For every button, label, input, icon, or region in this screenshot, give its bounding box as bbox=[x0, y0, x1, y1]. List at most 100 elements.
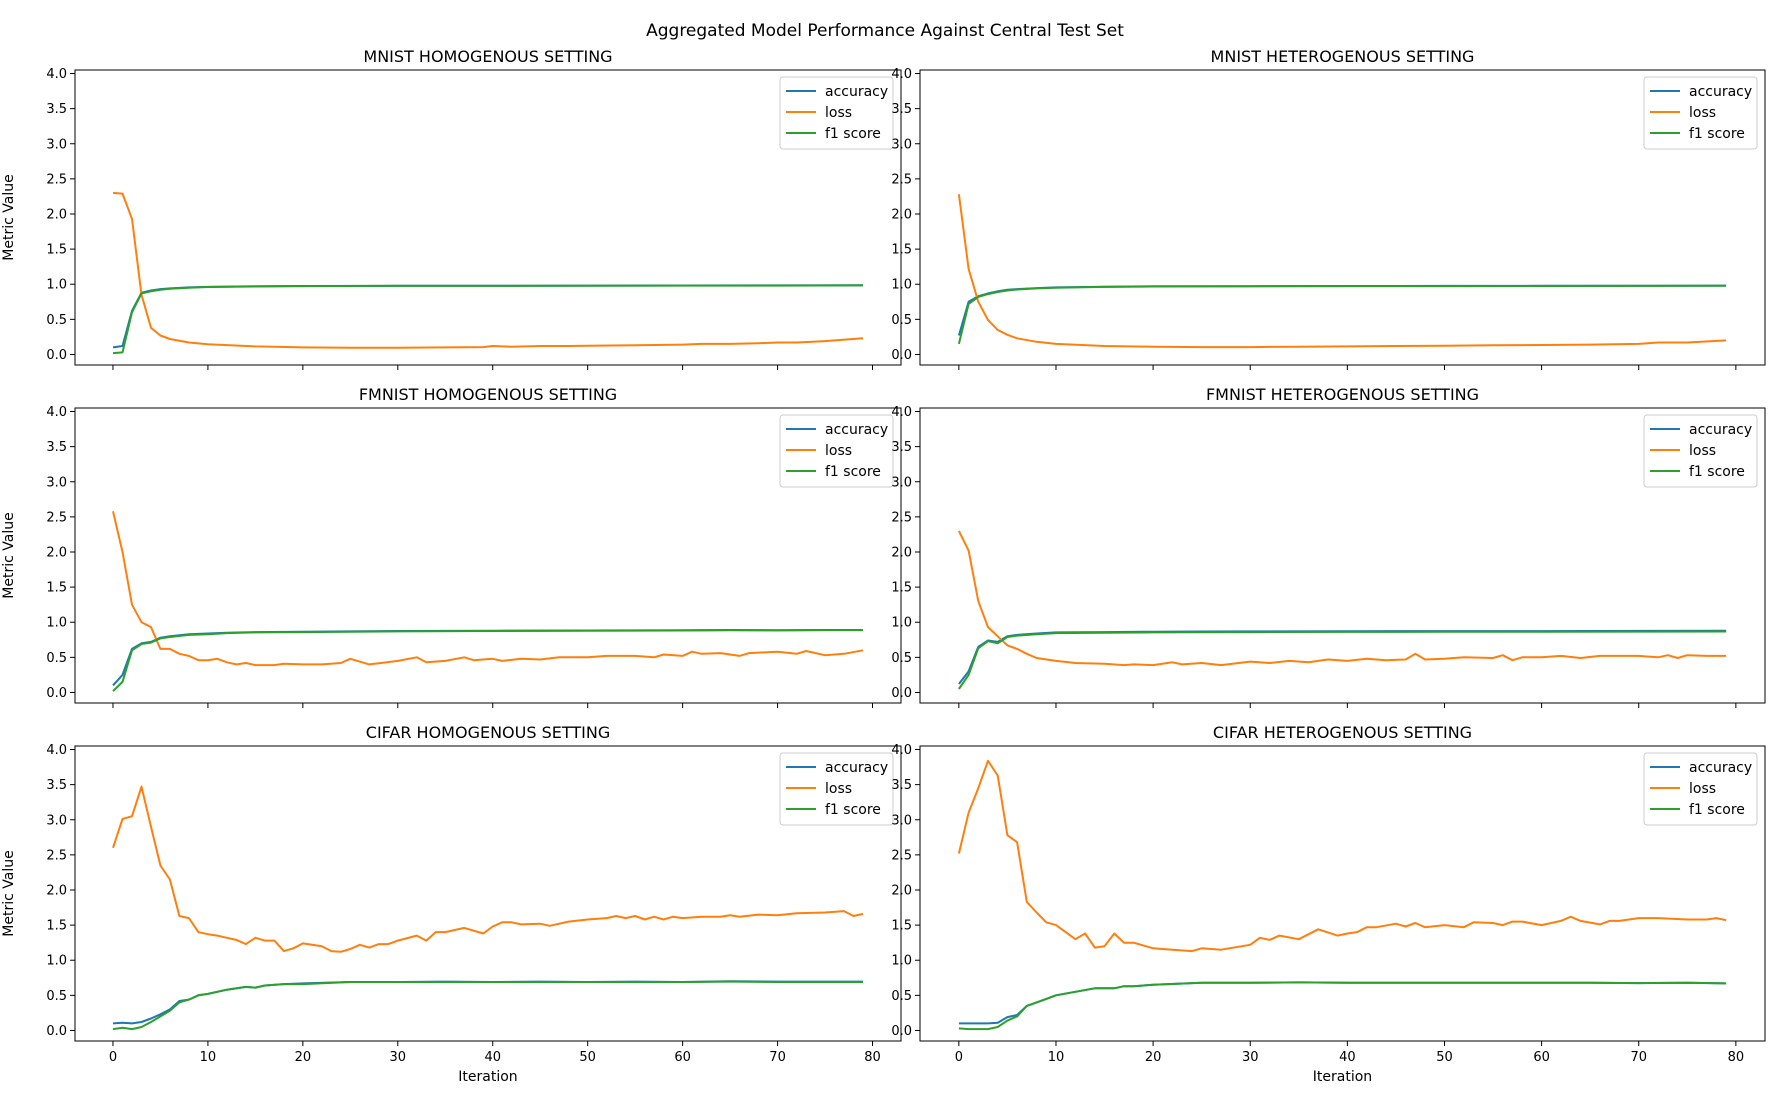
y-tick-label: 4.0 bbox=[891, 67, 912, 82]
y-tick-label: 3.0 bbox=[46, 137, 67, 152]
subplot-title: CIFAR HOMOGENOUS SETTING bbox=[366, 723, 610, 742]
subplot-grid: MNIST HOMOGENOUS SETTING 0.0 0.5 1.0 1.5 2.0 2… bbox=[1, 47, 1766, 1085]
axes-frame bbox=[919, 69, 1766, 366]
legend-entry: f1 score bbox=[1689, 464, 1745, 480]
series-line-f1-score bbox=[112, 980, 863, 1031]
y-axis-label: Metric Value bbox=[1, 512, 17, 598]
y-tick-label: 4.0 bbox=[46, 67, 67, 82]
subplot-6: CIFAR HETEROGENOUS SETTING 0.0 0.5 1.0 1.5 2.… bbox=[891, 723, 1766, 1085]
x-tick-label: 80 bbox=[864, 1050, 881, 1065]
y-tick-label: 3.0 bbox=[891, 137, 912, 152]
y-tick-label: 0.0 bbox=[46, 1024, 67, 1039]
series-line-f1-score bbox=[957, 284, 1727, 345]
y-tick-label: 2.5 bbox=[891, 172, 912, 187]
subplot-title: FMNIST HOMOGENOUS SETTING bbox=[359, 385, 617, 404]
y-tick-label: 0.0 bbox=[891, 348, 912, 363]
x-tick-label: 30 bbox=[390, 1050, 407, 1065]
axes-frame bbox=[919, 745, 1766, 1042]
subplot-2: MNIST HETEROGENOUS SETTING 0.0 0.5 1.0 1.5 2.… bbox=[891, 47, 1766, 370]
y-tick-label: 1.0 bbox=[46, 616, 67, 631]
series-line-f1-score bbox=[958, 981, 1727, 1031]
y-tick-label: 0.0 bbox=[891, 1024, 912, 1039]
legend-entry: f1 score bbox=[825, 802, 881, 818]
x-tick-label: 50 bbox=[579, 1050, 596, 1065]
x-tick-label: 0 bbox=[109, 1050, 117, 1065]
subplot-3: FMNIST HOMOGENOUS SETTING 0.0 0.5 1.0 1.5 2.0… bbox=[1, 385, 902, 708]
legend-entry: f1 score bbox=[1689, 126, 1745, 142]
series-line-loss bbox=[958, 530, 1727, 667]
y-tick-label: 2.5 bbox=[891, 848, 912, 863]
y-tick-label: 2.5 bbox=[46, 848, 67, 863]
legend-entry: accuracy bbox=[825, 84, 888, 100]
y-tick-label: 2.0 bbox=[891, 883, 912, 898]
legend-box bbox=[1643, 414, 1758, 488]
legend-box bbox=[1643, 76, 1758, 150]
y-tick-label: 3.5 bbox=[46, 102, 67, 117]
legend-entry: loss bbox=[825, 781, 852, 797]
y-tick-label: 2.0 bbox=[46, 545, 67, 560]
x-tick-label: 10 bbox=[200, 1050, 217, 1065]
y-tick-label: 1.0 bbox=[46, 954, 67, 969]
legend: accuracy loss f1 score bbox=[779, 414, 894, 488]
y-tick-label: 2.0 bbox=[46, 883, 67, 898]
y-tick-label: 3.0 bbox=[46, 475, 67, 490]
y-tick-label: 3.5 bbox=[891, 778, 912, 793]
y-tick-label: 2.0 bbox=[46, 207, 67, 222]
x-tick-label: 60 bbox=[674, 1050, 691, 1065]
y-tick-label: 1.5 bbox=[46, 243, 67, 258]
y-tick-label: 4.0 bbox=[891, 405, 912, 420]
series-line-loss bbox=[112, 511, 864, 667]
legend-box bbox=[779, 76, 894, 150]
y-tick-label: 0.5 bbox=[46, 313, 67, 328]
legend-box bbox=[779, 752, 894, 826]
x-tick-label: 20 bbox=[1145, 1050, 1162, 1065]
subplot-5: CIFAR HOMOGENOUS SETTING 0.0 0.5 1.0 1.5 2.0 2… bbox=[1, 723, 902, 1085]
y-tick-label: 3.5 bbox=[891, 102, 912, 117]
y-tick-label: 0.5 bbox=[891, 651, 912, 666]
x-tick-label: 40 bbox=[484, 1050, 501, 1065]
y-tick-label: 2.0 bbox=[891, 207, 912, 222]
y-tick-label: 1.5 bbox=[891, 919, 912, 934]
subplot-title: MNIST HOMOGENOUS SETTING bbox=[363, 47, 612, 66]
y-tick-label: 1.5 bbox=[891, 581, 912, 596]
axes-frame bbox=[74, 69, 902, 366]
y-tick-label: 1.0 bbox=[891, 616, 912, 631]
legend: accuracy loss f1 score bbox=[779, 752, 894, 826]
legend-entry: accuracy bbox=[825, 760, 888, 776]
figure-title: Aggregated Model Performance Against Cen… bbox=[646, 21, 1124, 41]
subplot-title: FMNIST HETEROGENOUS SETTING bbox=[1206, 385, 1479, 404]
series-line-loss bbox=[112, 785, 864, 953]
y-tick-label: 0.5 bbox=[891, 313, 912, 328]
x-tick-label: 70 bbox=[1630, 1050, 1647, 1065]
x-axis-label: Iteration bbox=[458, 1069, 517, 1085]
legend-entry: loss bbox=[1689, 105, 1716, 121]
x-tick-label: 50 bbox=[1436, 1050, 1453, 1065]
y-axis-label: Metric Value bbox=[1, 850, 17, 936]
y-tick-label: 4.0 bbox=[46, 743, 67, 758]
y-tick-label: 1.0 bbox=[46, 278, 67, 293]
y-tick-label: 0.0 bbox=[891, 686, 912, 701]
y-tick-label: 3.5 bbox=[891, 440, 912, 455]
series-line-loss bbox=[957, 759, 1727, 953]
legend-entry: accuracy bbox=[825, 422, 888, 438]
y-tick-label: 3.0 bbox=[891, 475, 912, 490]
legend-entry: accuracy bbox=[1689, 84, 1752, 100]
series-line-loss bbox=[112, 191, 864, 349]
subplot-1: MNIST HOMOGENOUS SETTING 0.0 0.5 1.0 1.5 2.0 2… bbox=[1, 47, 902, 370]
x-tick-label: 60 bbox=[1533, 1050, 1550, 1065]
y-tick-label: 0.5 bbox=[46, 989, 67, 1004]
y-tick-label: 3.0 bbox=[891, 813, 912, 828]
x-tick-label: 40 bbox=[1339, 1050, 1356, 1065]
y-tick-label: 1.5 bbox=[891, 243, 912, 258]
legend-entry: f1 score bbox=[825, 126, 881, 142]
series-line-f1-score bbox=[958, 630, 1727, 690]
subplot-title: CIFAR HETEROGENOUS SETTING bbox=[1213, 723, 1472, 742]
y-tick-label: 2.5 bbox=[46, 510, 67, 525]
legend: accuracy loss f1 score bbox=[779, 76, 894, 150]
y-tick-label: 0.5 bbox=[891, 989, 912, 1004]
legend-entry: loss bbox=[825, 105, 852, 121]
x-axis-label: Iteration bbox=[1313, 1069, 1372, 1085]
y-tick-label: 2.5 bbox=[46, 172, 67, 187]
legend: accuracy loss f1 score bbox=[1643, 752, 1758, 826]
